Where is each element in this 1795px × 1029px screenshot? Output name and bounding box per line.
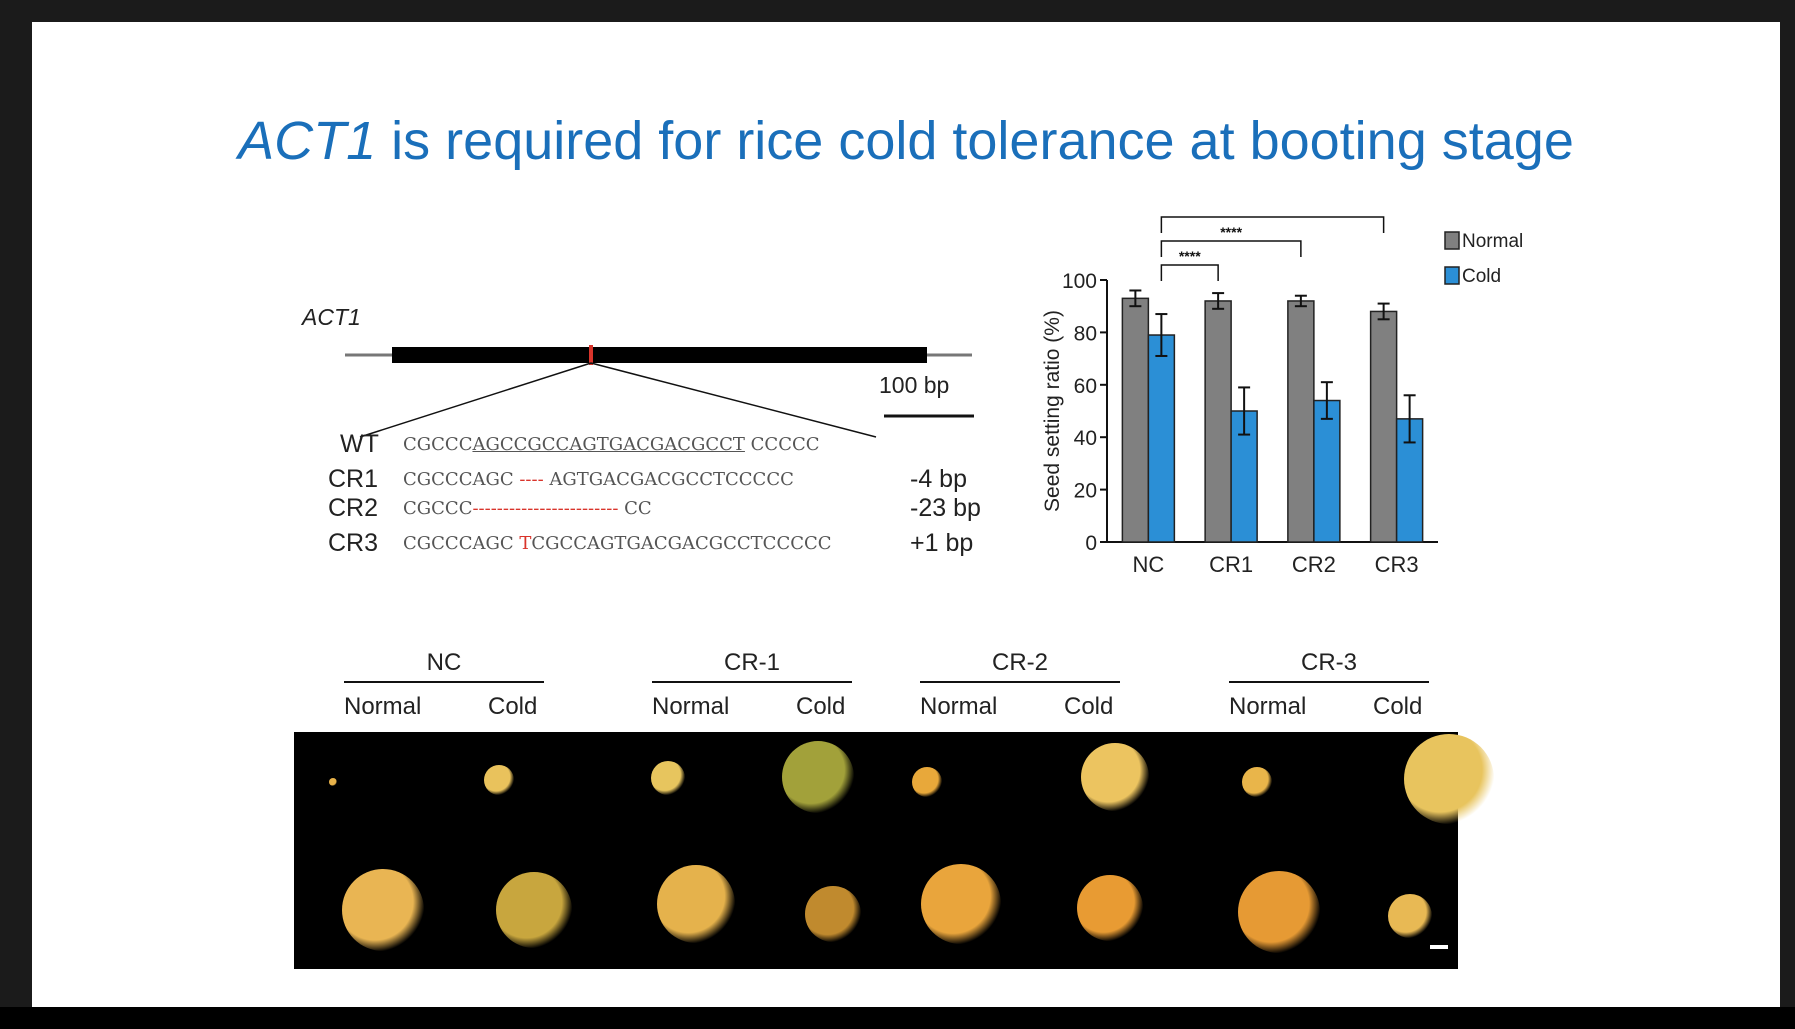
condition-label-cold: Cold [488,693,538,720]
x-tick-label: CR2 [1292,552,1336,577]
group-label-cr-1: CR-1 [723,649,780,676]
row-label-cr2: CR2 [328,494,379,522]
row-label-wt: WT [340,430,379,458]
x-tick-label: CR3 [1375,552,1419,577]
zoom-line-right [590,362,877,438]
significance-bracket [1160,216,1385,233]
bottom-bar [0,1007,1795,1029]
gene-label: ACT1 [302,304,361,330]
slide: ACT1 is required for rice cold tolerance… [32,22,1780,1007]
y-tick-label: 40 [1074,427,1097,450]
condition-label-normal: Normal [652,693,730,720]
y-tick-label: 0 [1085,532,1097,555]
group-underline [920,681,1120,683]
seed-pile [1388,894,1432,938]
bar-normal-cr2 [1287,300,1315,543]
seq-cr3: CGCCCAGC TCGCCAGTGACGACGCCTCCCCC [403,533,832,554]
y-tick-label: 100 [1062,270,1097,293]
significance-bracket [1160,264,1219,281]
seed-pile [1077,875,1143,941]
group-label-nc: NC [426,649,462,676]
seed-photo [294,732,1494,969]
y-tick-label: 20 [1074,480,1097,503]
legend-label-cold: Cold [1462,266,1501,287]
photo-scale-bar [1430,945,1448,949]
bar-cold-cr2 [1313,399,1341,543]
group-underline [652,681,852,683]
x-tick-label: NC [1132,552,1164,577]
significance-label: **** [1179,248,1201,264]
group-underline [344,681,544,683]
bar-normal-nc [1121,297,1150,543]
condition-label-cold: Cold [796,693,846,720]
seed-pile [1238,871,1320,953]
y-axis-label: Seed setting ratio (%) [1041,310,1064,512]
row-label-cr3: CR3 [328,529,379,557]
seed-pile [1081,743,1149,811]
seed-pile [657,865,735,943]
bar-cold-nc [1147,334,1176,543]
seed-pile [805,886,861,942]
significance-label: **** [1262,212,1284,216]
change-cr2: -23 bp [910,494,981,522]
significance-bracket [1160,240,1302,257]
gene-structure [345,345,974,438]
condition-label-cold: Cold [1373,693,1423,720]
title-text: is required for rice cold tolerance at b… [376,111,1574,171]
group-label-cr-2: CR-2 [991,649,1048,676]
change-cr3: +1 bp [910,529,974,557]
change-cr1: -4 bp [910,465,967,493]
significance-label: **** [1220,224,1242,240]
seed-pile [496,872,572,948]
bar-normal-cr1 [1204,300,1232,543]
seq-cr1: CGCCCAGC ---- AGTGACGACGCCTCCCCC [403,469,794,490]
condition-label-normal: Normal [920,693,998,720]
seed-pile [329,778,337,786]
row-label-cr1: CR1 [328,465,379,493]
group-label-cr-3: CR-3 [1300,649,1357,676]
seed-pile [1404,734,1494,824]
seed-setting-chart: 0 20 40 60 80 100 Seed setting ratio (%) NC CR1 C… [1041,212,1523,577]
condition-label-normal: Normal [1229,693,1307,720]
seed-pile [921,864,1001,944]
seq-cr2: CGCCC------------------------ CC [403,498,652,519]
slide-title: ACT1 is required for rice cold tolerance… [32,110,1780,172]
scale-label: 100 bp [879,372,950,398]
exon-bar [392,347,927,363]
y-tick-label: 80 [1074,322,1097,345]
zoom-line-left [359,362,592,438]
group-underline [1229,681,1429,683]
seed-photo-panel: NC Normal Cold CR-1 Normal Cold CR-2 Normal Cold… [294,622,1494,982]
seed-pile [651,761,685,795]
seed-pile [782,741,854,813]
title-gene: ACT1 [238,111,377,171]
condition-label-normal: Normal [344,693,422,720]
seed-pile [342,869,424,951]
seed-pile [1242,767,1272,797]
bar-normal-cr3 [1369,310,1398,543]
seed-pile [912,767,942,797]
legend-swatch-normal [1444,231,1460,250]
legend-label-normal: Normal [1462,231,1523,252]
legend-swatch-cold [1444,266,1460,285]
gene-diagram: ACT1 100 bp WT CGCCCAGCCGCCAGTGACGACGCCT… [272,272,1032,602]
seed-pile [484,765,514,795]
target-site-marker [589,345,593,365]
y-tick-label: 60 [1074,375,1097,398]
seq-wt: CGCCCAGCCGCCAGTGACGACGCCT CCCCC [403,434,820,455]
x-tick-label: CR1 [1209,552,1253,577]
condition-label-cold: Cold [1064,693,1114,720]
